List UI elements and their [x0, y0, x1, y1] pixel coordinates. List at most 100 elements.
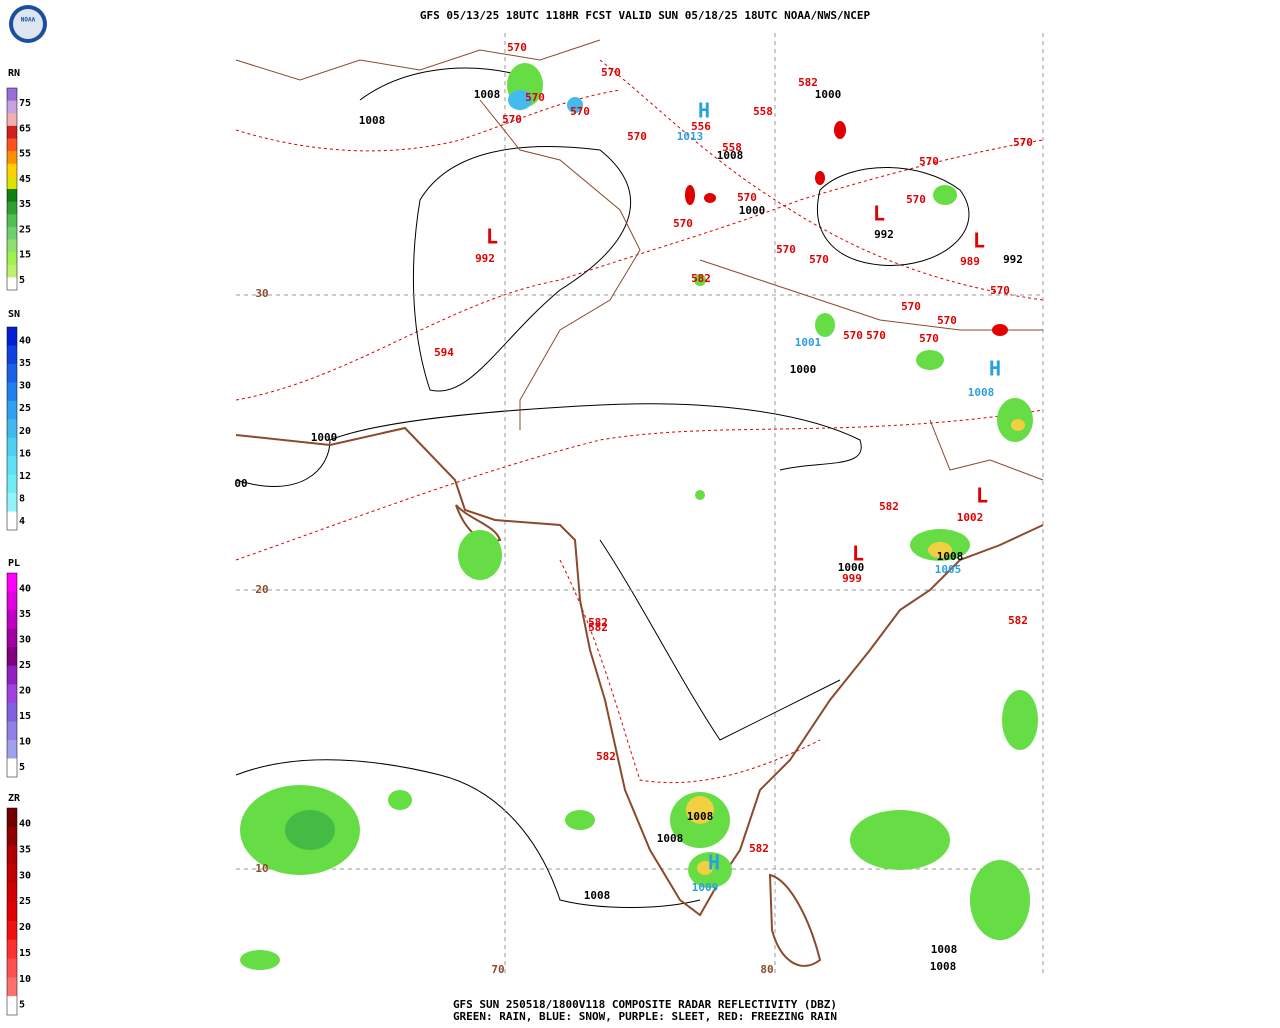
coastlines: [235, 426, 1044, 967]
map-label: 570: [627, 130, 647, 143]
legend-frame: [6, 87, 18, 291]
map-label: L: [973, 229, 985, 253]
legend-swatch: [7, 214, 17, 228]
legend-swatch: [7, 264, 17, 278]
map-label: 1002: [957, 511, 984, 524]
precip-area: [834, 121, 846, 139]
precip-area: [686, 796, 714, 824]
legend-swatch: [7, 721, 17, 741]
map-label: 992: [475, 252, 495, 265]
legend-tick-label: 15: [19, 250, 31, 261]
map-label: 1000: [838, 561, 865, 574]
coastline: [455, 504, 502, 542]
map-label: L: [976, 484, 988, 508]
map-label: 558: [753, 105, 773, 118]
precip-area: [285, 810, 335, 850]
legend-tick-label: 35: [19, 358, 31, 369]
legend-frame: [6, 326, 18, 531]
isobar: [412, 146, 632, 392]
noaa-logo-inner: [13, 9, 43, 39]
legend-swatch: [7, 702, 17, 722]
legend-swatch: [7, 163, 17, 177]
legend-swatch: [7, 176, 17, 190]
map-label: 582: [596, 750, 616, 763]
legend-swatch: [7, 920, 17, 941]
legend-swatch: [7, 456, 17, 476]
legend-swatch: [7, 113, 17, 127]
legend-tick-label: 5: [19, 1000, 25, 1011]
legend-tick-label: 15: [19, 948, 31, 959]
map-label: 80: [760, 963, 773, 976]
legend-swatch: [7, 883, 17, 903]
legend-tick-label: 10: [19, 974, 31, 985]
legend-tick-label: 35: [19, 844, 31, 855]
legend-swatch: [7, 665, 17, 685]
isobar: [235, 403, 862, 487]
map-label: 570: [919, 332, 939, 345]
map-label: 556: [691, 120, 711, 133]
legend-swatch: [7, 345, 17, 365]
legend-swatch: [7, 610, 17, 630]
precip-area: [458, 530, 502, 580]
legend-swatch: [7, 138, 17, 152]
contour: [235, 139, 1044, 401]
map-label: 570: [937, 314, 957, 327]
map-label: 1008: [687, 810, 714, 823]
precip-area: [850, 810, 950, 870]
map-label: 582: [798, 76, 818, 89]
height-contours: [235, 59, 1044, 784]
map-label: 570: [601, 66, 621, 79]
legend-swatch: [7, 437, 17, 457]
precip-area: [240, 950, 280, 970]
footer-line2: GREEN: RAIN, BLUE: SNOW, PURPLE: SLEET, …: [453, 1010, 837, 1023]
map-label: L: [873, 202, 885, 226]
map-label: 992: [874, 228, 894, 241]
legend-swatch: [7, 758, 17, 778]
legend-swatch: [7, 808, 17, 828]
map-label: 1008: [474, 88, 501, 101]
legend-tick-label: 10: [19, 736, 31, 747]
isobars: [235, 67, 970, 908]
legend-swatch: [7, 996, 17, 1016]
map-label: 1000: [815, 88, 842, 101]
contour: [599, 59, 1044, 301]
map-label: 570: [776, 243, 796, 256]
precip-area: [567, 97, 583, 113]
footer-line1: GFS SUN 250518/1800V118 COMPOSITE RADAR …: [453, 998, 837, 1011]
map-label: 570: [502, 113, 522, 126]
map-label: 570: [901, 300, 921, 313]
map-label: H: [698, 99, 710, 123]
contour: [559, 559, 821, 784]
legend-tick-label: 45: [19, 174, 31, 185]
precip-area: [697, 861, 713, 875]
legend-swatch: [7, 327, 17, 346]
legend-swatch: [7, 277, 17, 291]
map-label: 1009: [692, 881, 719, 894]
border: [929, 419, 1044, 481]
map-label: 570: [809, 253, 829, 266]
map-label: 999: [842, 572, 862, 585]
legend-tick-label: 15: [19, 711, 31, 722]
legend-swatch: [7, 977, 17, 997]
legend-tick-label: 20: [19, 922, 31, 933]
map-label: 989: [960, 255, 980, 268]
map-label: 582: [588, 616, 608, 629]
coastline: [235, 426, 1044, 917]
border: [235, 39, 601, 81]
legend-tick-label: 35: [19, 199, 31, 210]
precip-area: [933, 185, 957, 205]
precip-area: [1011, 419, 1025, 431]
legend-swatch: [7, 226, 17, 240]
map-label: 00: [234, 477, 247, 490]
map-label: 570: [843, 329, 863, 342]
map-label: 70: [491, 963, 504, 976]
contour: [235, 409, 1044, 561]
legend-frame: [6, 572, 18, 778]
legend-swatch: [7, 902, 17, 922]
borders: [235, 39, 1044, 481]
legend-frame: [6, 807, 18, 1016]
legend-swatch: [7, 239, 17, 253]
precip-area: [388, 790, 412, 810]
precip-area: [694, 274, 706, 286]
